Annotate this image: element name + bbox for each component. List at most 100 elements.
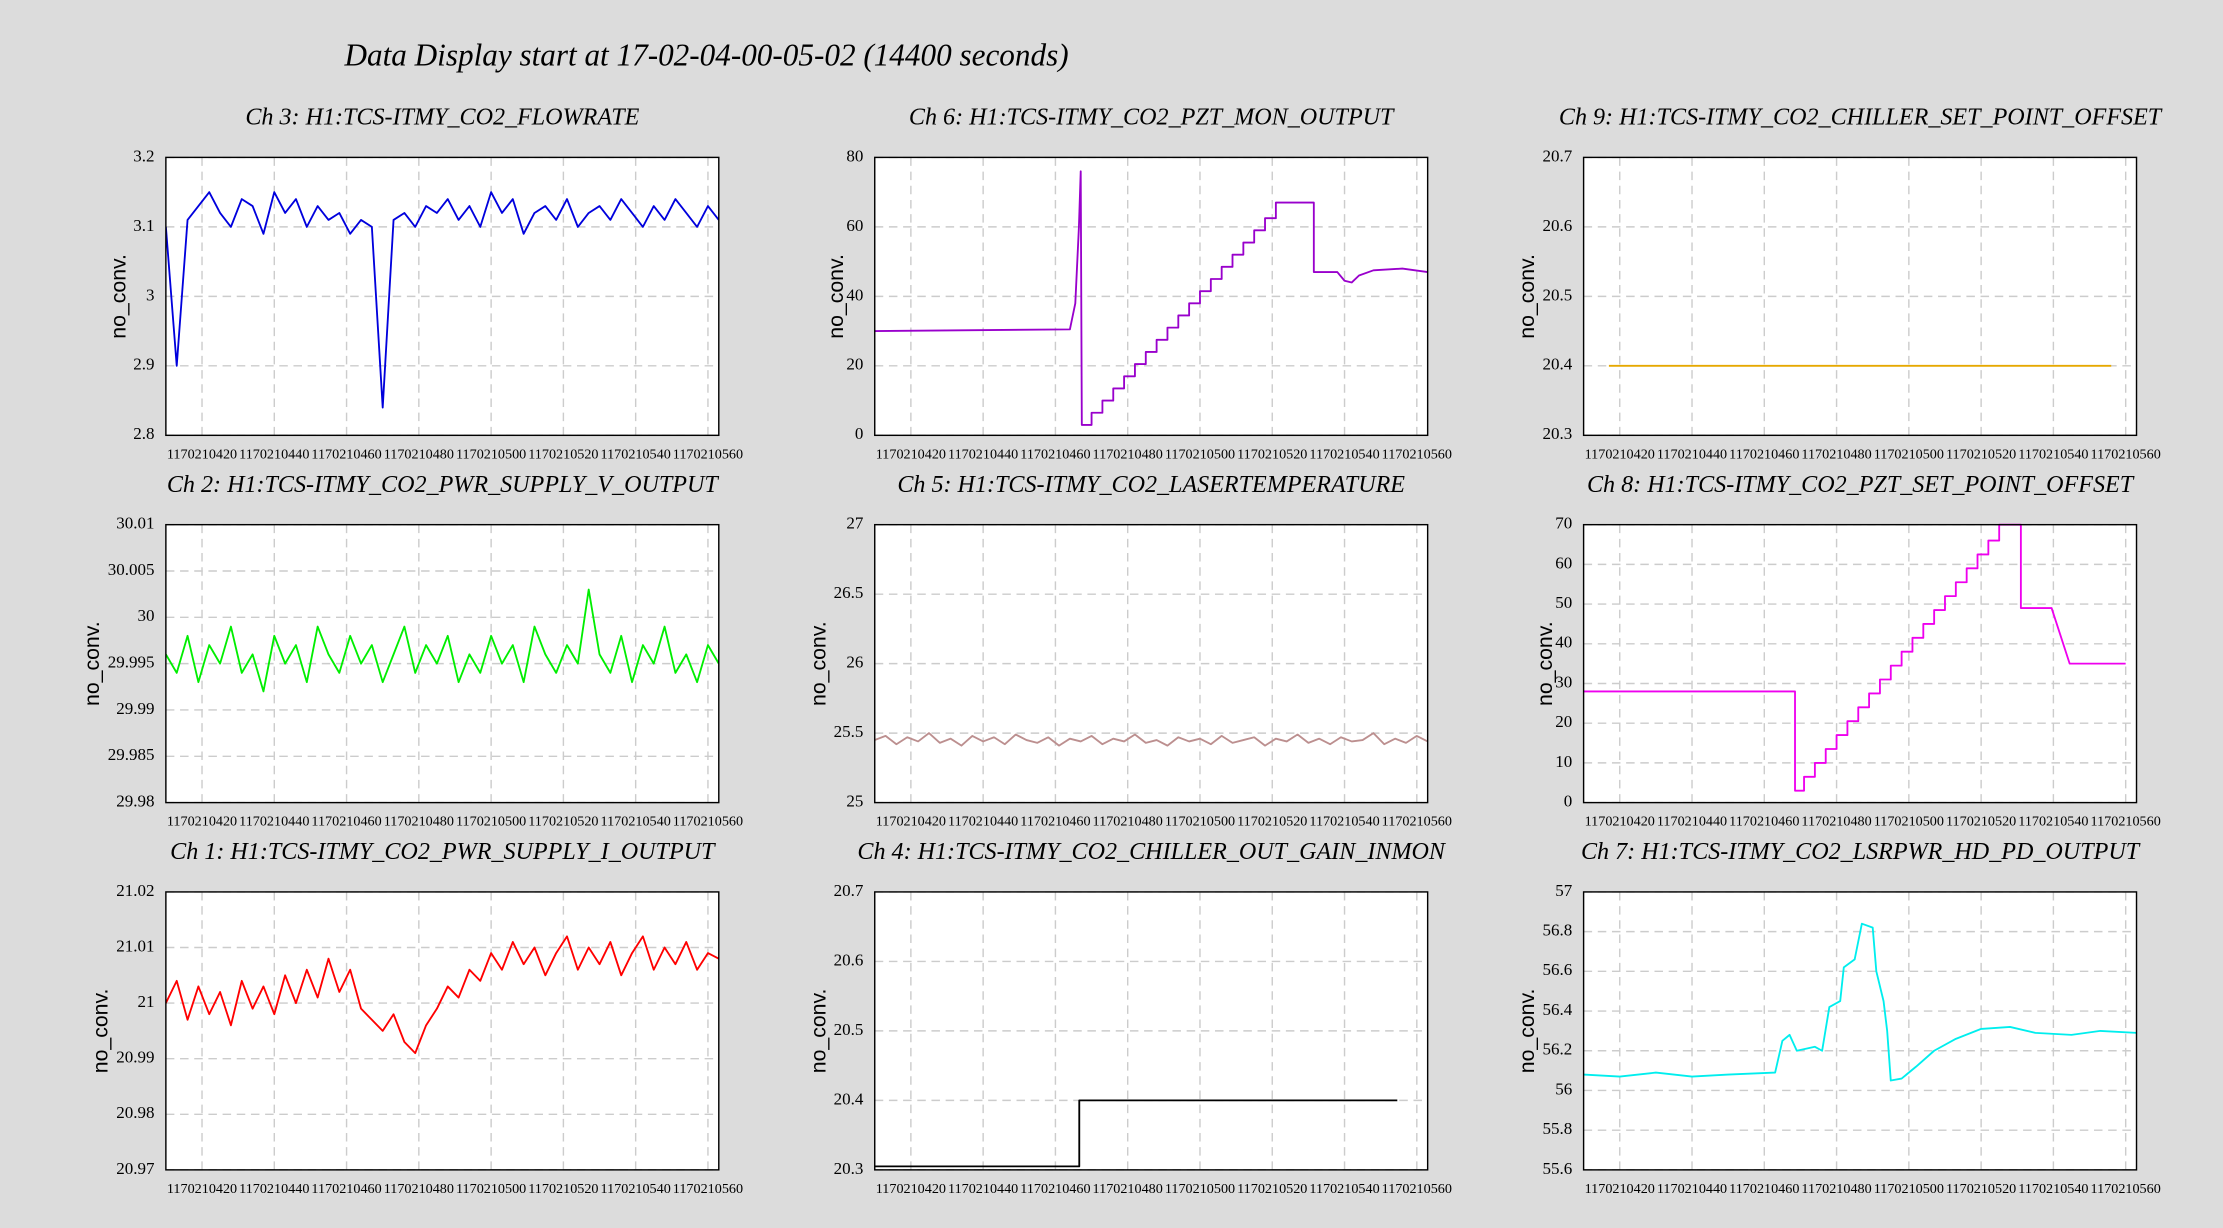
panel: Ch 5: H1:TCS-ITMY_CO2_LASERTEMPERATURE 25… xyxy=(806,472,1452,830)
data-line xyxy=(165,191,719,409)
y-tick-label: 2.8 xyxy=(133,424,154,443)
y-tick-label: 3.1 xyxy=(133,216,154,235)
x-tick-label: 1170210500 xyxy=(456,1181,526,1197)
panel: Ch 8: H1:TCS-ITMY_CO2_PZT_SET_POINT_OFFS… xyxy=(1533,472,2161,830)
x-tick-label: 1170210440 xyxy=(1657,446,1727,462)
x-tick-label: 1170210540 xyxy=(2018,446,2088,462)
y-tick-label: 20.4 xyxy=(1543,355,1573,374)
plot-area xyxy=(1583,524,2137,803)
x-tick-label: 1170210480 xyxy=(1801,1181,1871,1197)
x-tick-label: 1170210480 xyxy=(1093,1181,1163,1197)
x-tick-label: 1170210560 xyxy=(673,1181,743,1197)
x-tick-label: 1170210540 xyxy=(2018,1181,2088,1197)
y-tick-label: 60 xyxy=(1555,553,1572,572)
y-tick-label: 20.5 xyxy=(1543,285,1573,304)
x-tick-label: 1170210480 xyxy=(1801,446,1871,462)
x-tick-label: 1170210520 xyxy=(1237,1181,1307,1197)
y-tick-label: 55.6 xyxy=(1543,1159,1573,1178)
plot-border xyxy=(165,156,720,437)
x-tick-label: 1170210520 xyxy=(1237,814,1307,830)
x-tick-label: 1170210540 xyxy=(601,1181,671,1197)
x-tick-label: 1170210460 xyxy=(1020,1181,1090,1197)
data-line xyxy=(1583,523,2126,792)
x-tick-label: 1170210540 xyxy=(601,814,671,830)
x-tick-label: 1170210520 xyxy=(528,1181,598,1197)
plot-border xyxy=(165,891,720,1171)
data-line xyxy=(874,732,1428,747)
y-axis-label: no_conv. xyxy=(1533,621,1557,706)
x-tick-label: 1170210500 xyxy=(456,446,526,462)
x-tick-label: 1170210500 xyxy=(1165,1181,1235,1197)
y-axis-label: no_conv. xyxy=(1515,989,1539,1074)
chart-title: Ch 3: H1:TCS-ITMY_CO2_FLOWRATE xyxy=(245,105,639,131)
y-tick-label: 40 xyxy=(846,285,863,304)
x-tick-label: 1170210440 xyxy=(948,446,1018,462)
plot-area xyxy=(165,891,719,1170)
x-tick-label: 1170210520 xyxy=(528,446,598,462)
y-tick-label: 20.7 xyxy=(834,881,864,900)
y-tick-label: 50 xyxy=(1555,593,1572,612)
x-tick-label: 1170210500 xyxy=(1874,1181,1944,1197)
x-tick-label: 1170210480 xyxy=(384,1181,454,1197)
x-tick-label: 1170210420 xyxy=(1585,446,1655,462)
plot-border xyxy=(874,891,1429,1171)
x-tick-label: 1170210500 xyxy=(1165,446,1235,462)
x-tick-label: 1170210500 xyxy=(1874,814,1944,830)
x-tick-label: 1170210440 xyxy=(239,446,309,462)
plot-border xyxy=(1582,156,2138,437)
y-axis-label: no_conv. xyxy=(106,254,130,339)
y-tick-label: 29.99 xyxy=(116,699,154,718)
x-tick-label: 1170210560 xyxy=(2091,814,2161,830)
y-tick-label: 29.985 xyxy=(108,745,155,764)
x-tick-label: 1170210500 xyxy=(1874,446,1944,462)
y-tick-label: 30.01 xyxy=(116,514,154,533)
y-tick-label: 26 xyxy=(846,653,863,672)
y-tick-label: 20.4 xyxy=(834,1089,864,1108)
x-tick-label: 1170210460 xyxy=(311,1181,381,1197)
y-axis-label: no_conv. xyxy=(806,621,830,706)
chart-title: Ch 1: H1:TCS-ITMY_CO2_PWR_SUPPLY_I_OUTPU… xyxy=(170,839,716,865)
x-tick-label: 1170210420 xyxy=(1585,1181,1655,1197)
data-line xyxy=(165,935,719,1055)
plot-border xyxy=(165,523,720,804)
y-tick-label: 20.6 xyxy=(1543,216,1573,235)
y-tick-label: 20.7 xyxy=(1543,146,1573,165)
y-tick-label: 20 xyxy=(1555,712,1572,731)
plot-border xyxy=(874,523,1429,804)
y-tick-label: 20 xyxy=(846,355,863,374)
panel: Ch 9: H1:TCS-ITMY_CO2_CHILLER_SET_POINT_… xyxy=(1515,105,2163,463)
y-axis-label: no_conv. xyxy=(806,989,830,1074)
y-tick-label: 20.5 xyxy=(834,1020,864,1039)
x-tick-label: 1170210560 xyxy=(2091,446,2161,462)
y-tick-label: 29.98 xyxy=(116,792,154,811)
y-tick-label: 25.5 xyxy=(834,722,864,741)
x-tick-label: 1170210420 xyxy=(167,814,237,830)
x-tick-label: 1170210560 xyxy=(1382,446,1452,462)
plot-border xyxy=(1582,891,2138,1171)
y-tick-label: 55.8 xyxy=(1543,1119,1573,1138)
plot-border xyxy=(874,156,1429,437)
chart-title: Ch 9: H1:TCS-ITMY_CO2_CHILLER_SET_POINT_… xyxy=(1559,105,2163,131)
y-tick-label: 21.02 xyxy=(116,881,154,900)
y-tick-label: 56 xyxy=(1555,1079,1572,1098)
x-tick-label: 1170210540 xyxy=(1309,1181,1379,1197)
data-line xyxy=(874,1099,1398,1168)
x-tick-label: 1170210480 xyxy=(1093,446,1163,462)
x-tick-label: 1170210560 xyxy=(1382,814,1452,830)
y-tick-label: 56.2 xyxy=(1543,1040,1573,1059)
data-line xyxy=(165,588,719,693)
x-tick-label: 1170210520 xyxy=(528,814,598,830)
y-tick-label: 0 xyxy=(855,424,863,443)
y-tick-label: 56.4 xyxy=(1543,1000,1573,1019)
x-tick-label: 1170210540 xyxy=(2018,814,2088,830)
panel: Ch 7: H1:TCS-ITMY_CO2_LSRPWR_HD_PD_OUTPU… xyxy=(1515,839,2161,1197)
y-tick-label: 70 xyxy=(1555,514,1572,533)
panel: Ch 6: H1:TCS-ITMY_CO2_PZT_MON_OUTPUT 0 20 4… xyxy=(824,105,1452,463)
x-tick-label: 1170210460 xyxy=(1020,446,1090,462)
plot-area xyxy=(1583,891,2137,1170)
x-tick-label: 1170210440 xyxy=(948,814,1018,830)
y-tick-label: 21 xyxy=(138,992,155,1011)
data-line xyxy=(874,170,1428,426)
x-tick-label: 1170210520 xyxy=(1237,446,1307,462)
plot-border xyxy=(1582,523,2138,804)
